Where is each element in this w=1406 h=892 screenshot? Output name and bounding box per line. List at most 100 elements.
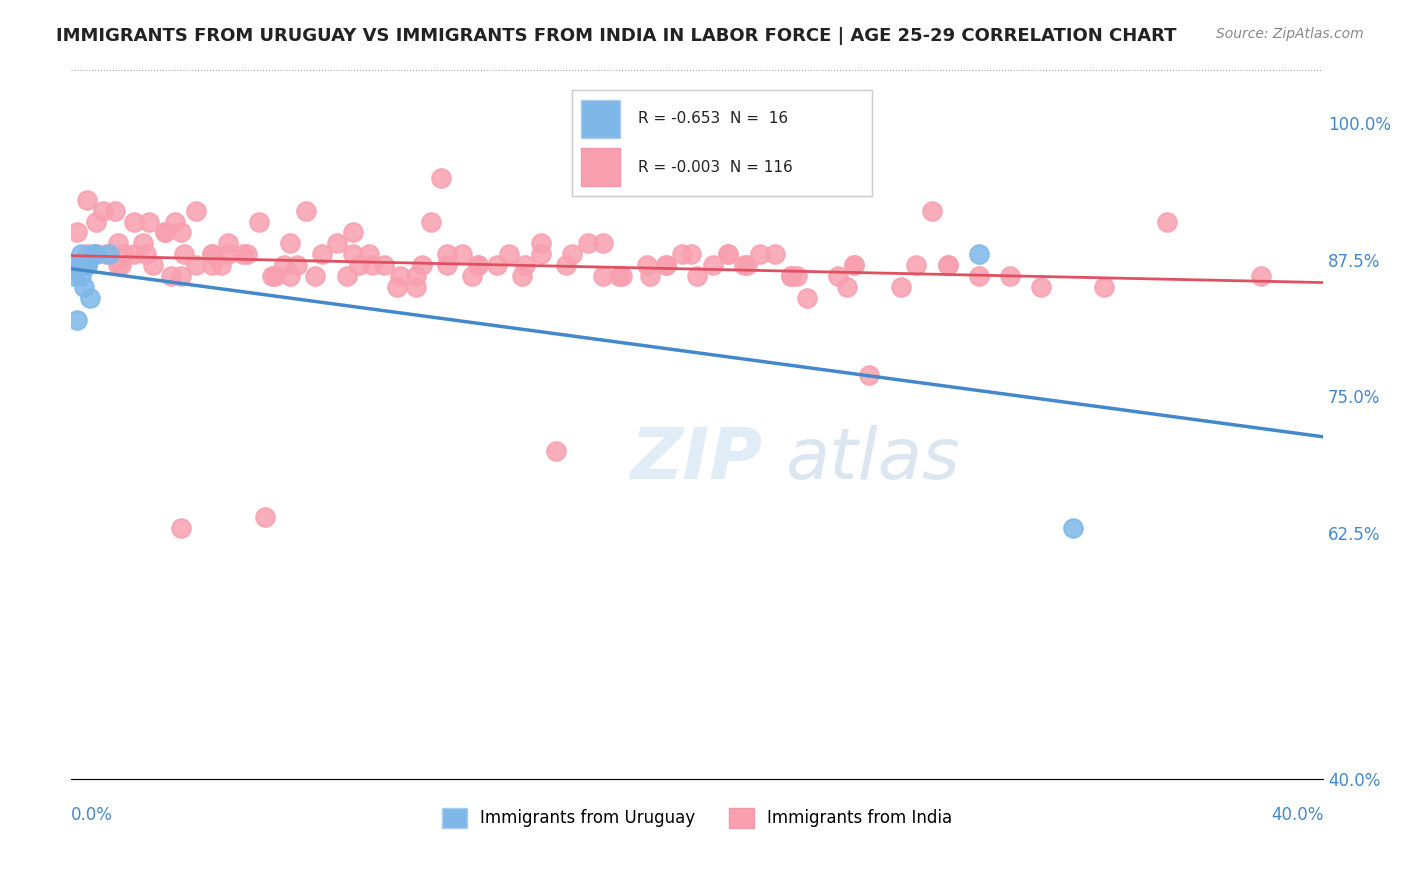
Point — [173, 247, 195, 261]
Point — [780, 269, 803, 284]
Point — [73, 280, 96, 294]
Point — [201, 258, 224, 272]
Text: ZIP: ZIP — [631, 425, 763, 494]
Text: IMMIGRANTS FROM URUGUAY VS IMMIGRANTS FROM INDIA IN LABOR FORCE | AGE 25-29 CORR: IMMIGRANTS FROM URUGUAY VS IMMIGRANTS FR… — [56, 27, 1177, 45]
Point — [84, 247, 107, 261]
Point — [967, 269, 990, 284]
Point — [114, 247, 136, 261]
Point — [76, 258, 98, 272]
Point — [436, 247, 458, 261]
Point — [66, 226, 89, 240]
Point — [936, 258, 959, 272]
Point — [76, 247, 98, 261]
Point — [1156, 214, 1178, 228]
Point — [153, 226, 176, 240]
Point — [610, 269, 633, 284]
Point — [765, 247, 787, 261]
Point — [748, 247, 770, 261]
Point — [76, 193, 98, 207]
Point — [530, 247, 553, 261]
Point — [63, 269, 86, 284]
Point — [260, 269, 283, 284]
Point — [79, 291, 101, 305]
Point — [285, 258, 308, 272]
Point — [921, 203, 943, 218]
Point — [420, 214, 443, 228]
Point — [592, 269, 614, 284]
Point — [998, 269, 1021, 284]
Point — [592, 236, 614, 251]
Point — [1031, 280, 1053, 294]
Point — [467, 258, 489, 272]
Point — [858, 368, 880, 382]
Point — [405, 269, 427, 284]
Point — [842, 258, 865, 272]
Point — [132, 236, 155, 251]
Text: 40.0%: 40.0% — [1271, 806, 1323, 824]
Point — [342, 247, 364, 261]
Point — [76, 258, 98, 272]
Point — [122, 214, 145, 228]
Point — [217, 247, 239, 261]
Point — [160, 269, 183, 284]
Point — [232, 247, 254, 261]
Point — [717, 247, 740, 261]
Point — [780, 269, 803, 284]
Point — [890, 280, 912, 294]
Point — [273, 258, 295, 272]
Point — [546, 444, 568, 458]
Point — [967, 247, 990, 261]
Point — [837, 280, 859, 294]
Point — [73, 258, 96, 272]
Point — [186, 258, 208, 272]
Point — [561, 247, 583, 261]
Point — [201, 247, 224, 261]
Point — [91, 203, 114, 218]
Point — [842, 258, 865, 272]
Point — [686, 269, 709, 284]
Point — [405, 280, 427, 294]
Point — [278, 269, 301, 284]
Point — [671, 247, 693, 261]
Point — [66, 258, 89, 272]
Point — [84, 214, 107, 228]
Point — [94, 247, 117, 261]
Point — [636, 258, 658, 272]
Point — [163, 214, 186, 228]
Point — [733, 258, 755, 272]
Point — [827, 269, 849, 284]
Point — [170, 269, 193, 284]
Legend: Immigrants from Uruguay, Immigrants from India: Immigrants from Uruguay, Immigrants from… — [436, 801, 959, 835]
Point — [69, 258, 91, 272]
Point — [153, 226, 176, 240]
Point — [295, 203, 318, 218]
Text: atlas: atlas — [785, 425, 959, 494]
Point — [451, 247, 474, 261]
Point — [304, 269, 326, 284]
Point — [638, 269, 661, 284]
Point — [263, 269, 285, 284]
Point — [342, 226, 364, 240]
Point — [107, 258, 129, 272]
Point — [735, 258, 758, 272]
Point — [278, 236, 301, 251]
Point — [138, 214, 160, 228]
Point — [717, 247, 740, 261]
Point — [554, 258, 576, 272]
Point — [1250, 269, 1272, 284]
Point — [357, 247, 380, 261]
Point — [485, 258, 508, 272]
Point — [936, 258, 959, 272]
Point — [513, 258, 536, 272]
Point — [170, 226, 193, 240]
Point — [247, 214, 270, 228]
Point — [796, 291, 818, 305]
Point — [510, 269, 533, 284]
Point — [69, 247, 91, 261]
Point — [84, 247, 107, 261]
Point — [429, 170, 451, 185]
Point — [467, 258, 489, 272]
Point — [1062, 520, 1084, 534]
Point — [1092, 280, 1115, 294]
Point — [142, 258, 165, 272]
